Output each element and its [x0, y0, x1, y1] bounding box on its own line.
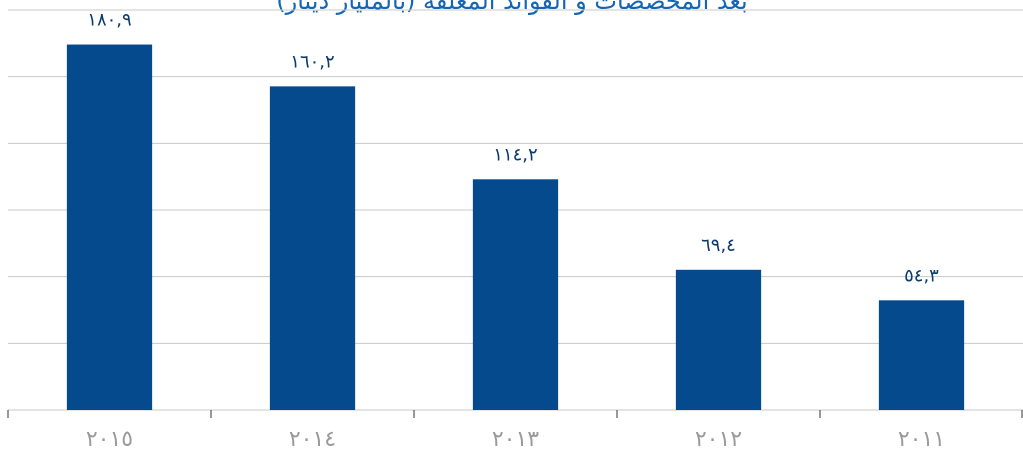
value-label: ١٨٠,٩: [87, 10, 131, 31]
x-tick-label: ٢٠١٥: [86, 427, 133, 452]
bar: [269, 86, 356, 410]
x-tick-label: ٢٠١٣: [492, 427, 539, 452]
chart-title: بعد المخصصات و الفوائد المعلقة (بالمليار…: [276, 0, 747, 15]
bar: [878, 300, 965, 410]
value-label: ١٦٠,٢: [290, 51, 334, 72]
value-label: ٥٤,٣: [904, 265, 939, 286]
x-tick-label: ٢٠١١: [898, 427, 945, 452]
value-label: ٦٩,٤: [701, 235, 736, 256]
bar: [472, 179, 559, 410]
x-tick-label: ٢٠١٤: [289, 427, 336, 452]
bar: [675, 269, 762, 410]
value-label: ١١٤,٢: [493, 144, 537, 165]
x-tick-label: ٢٠١٢: [695, 427, 742, 452]
bar: [66, 44, 153, 410]
